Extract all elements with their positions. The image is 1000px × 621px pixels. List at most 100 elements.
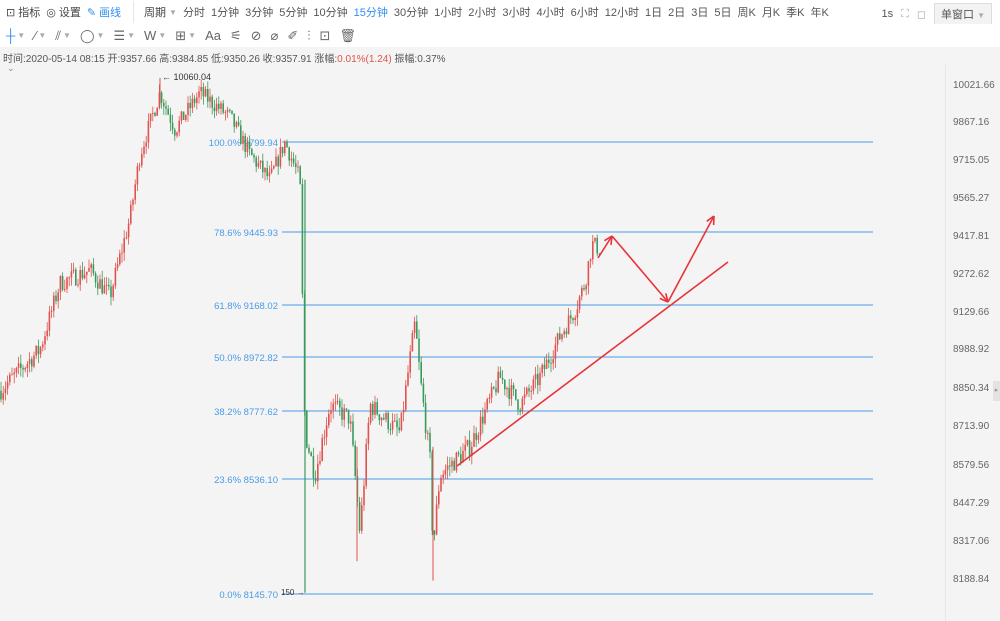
divider [133,1,135,23]
period-4[interactable]: 10分钟 [313,7,348,19]
ruler-icon[interactable]: ⌀ [270,27,279,43]
candle-body [354,445,356,477]
candle-body [9,374,11,383]
period-0[interactable]: 分时 [182,7,205,19]
period-16[interactable]: 5日 [714,7,732,19]
settings-button[interactable]: ◎ 设置 [46,4,81,20]
drawing-toolbar: ┼ ▼ ⁄ ▼ ⫽ ▼ ◯ ▼ ☰ ▼ W ▼ ⊞ ▼ Aa ⚟ ⊘ ⌀ ✐ ⫶ ⊡ 🗑 [0,24,1000,47]
candle-body [561,334,563,340]
window-mode-dropdown[interactable]: 单窗口 ▼ [934,3,992,25]
candle-body [255,157,257,167]
candle-body [13,372,15,375]
line-tool[interactable]: ⁄ ▼ [34,28,46,43]
ellipse-icon: ◯ [79,27,95,43]
period-6[interactable]: 30分钟 [393,7,429,19]
text-tool[interactable]: Aa [205,28,221,43]
link-icon[interactable]: ⊘ [250,27,262,43]
candle-body [369,403,372,423]
period-17[interactable]: 周K [737,7,756,19]
candle-body [409,351,411,373]
period-5[interactable]: 15分钟 [353,7,388,19]
candle-body [295,163,297,168]
fib-label: 0.0% 8145.70 [219,590,278,601]
line-icon: ⁄ [34,28,37,43]
panel-handle[interactable]: ▸ [993,381,1000,401]
period-13[interactable]: 1日 [644,7,663,19]
fib-icon[interactable]: ⚟ [229,27,242,43]
info-change-label: 涨幅: [314,54,338,65]
crosshair-icon: ┼ [6,28,16,43]
crosshair-tool[interactable]: ┼ ▼ [6,28,25,43]
trash-icon[interactable]: 🗑 [339,27,356,43]
horizontal-lines-tool[interactable]: ☰ ▼ [113,28,135,44]
period-18[interactable]: 月K [761,7,781,19]
period-14[interactable]: 2日 [668,7,686,19]
period-3[interactable]: 5分钟 [279,7,308,19]
candle-body [345,408,348,410]
period-dropdown[interactable]: 周期 ▼ [144,4,177,20]
candle-body [394,420,396,422]
candle-body [57,292,59,302]
caret-down-icon: ▼ [63,31,71,40]
candle-body [180,111,183,121]
candle-body [231,110,233,114]
w-pattern-tool[interactable]: W ▼ [144,28,166,43]
candle-body [449,465,451,467]
period-20[interactable]: 年K [810,7,829,19]
candle-body [330,410,332,414]
candle-body [440,477,442,492]
draw-button[interactable]: ✎ 画线 [87,4,121,20]
candle-body [363,485,365,506]
candle-body [396,420,398,428]
candle-body [226,109,229,112]
candle-body [2,393,4,400]
caret-down-icon: ▼ [96,31,105,40]
ellipse-tool[interactable]: ◯ ▼ [80,28,104,44]
period-9[interactable]: 3小时 [502,7,531,19]
fib-label: 23.6% 8536.10 [214,475,278,486]
period-8[interactable]: 2小时 [468,7,497,19]
candle-body [204,88,207,97]
candle-body [200,86,202,92]
arrowhead [706,215,715,222]
candle-body [486,399,488,410]
candle-body [207,88,209,102]
collapse-chevron-icon[interactable]: ⌄ [7,63,15,73]
candle-body [475,433,477,440]
period-12[interactable]: 12小时 [604,7,639,19]
candle-body [574,317,576,321]
info-change: 0.01%(1.24) [337,54,392,65]
candle-body [598,253,601,255]
candle-body [479,416,482,436]
refresh-rate[interactable]: 1s [881,8,894,20]
info-open: 开:9357.66 [107,54,157,65]
period-7[interactable]: 1小时 [434,7,463,19]
period-11[interactable]: 6小时 [570,7,599,19]
period-2[interactable]: 3分钟 [245,7,274,19]
candle-body [251,148,253,156]
candle-body [99,279,101,289]
parallel-line-tool[interactable]: ⫽ ▼ [55,28,71,44]
restore-window-icon[interactable]: ◻ [916,8,927,21]
period-15[interactable]: 3日 [691,7,709,19]
brush-icon[interactable]: ✐ [287,27,299,43]
lock-icon[interactable]: ⊡ [319,27,331,43]
candle-body [339,400,341,408]
arrowhead [610,235,613,246]
period-10[interactable]: 4小时 [536,7,565,19]
candle-body [288,147,290,161]
fullscreen-icon[interactable]: ⛶ [901,7,909,20]
candle-body [112,285,114,298]
high-marker: ← 10060.04 [162,72,211,82]
candle-body [187,102,189,115]
candle-body [191,98,194,109]
period-1[interactable]: 1分钟 [210,7,240,19]
price-axis[interactable]: 10021.66 9867.16 9715.05 9565.27 9417.81 9272… [945,65,1000,621]
indicators-button[interactable]: ⊡ 指标 [6,4,40,20]
candles-icon[interactable]: ⫶ [307,27,311,43]
period-19[interactable]: 季K [786,7,805,19]
candle-body [521,398,524,412]
draw-label: 画线 [99,7,122,19]
measure-tool[interactable]: ⊞ ▼ [175,28,196,44]
